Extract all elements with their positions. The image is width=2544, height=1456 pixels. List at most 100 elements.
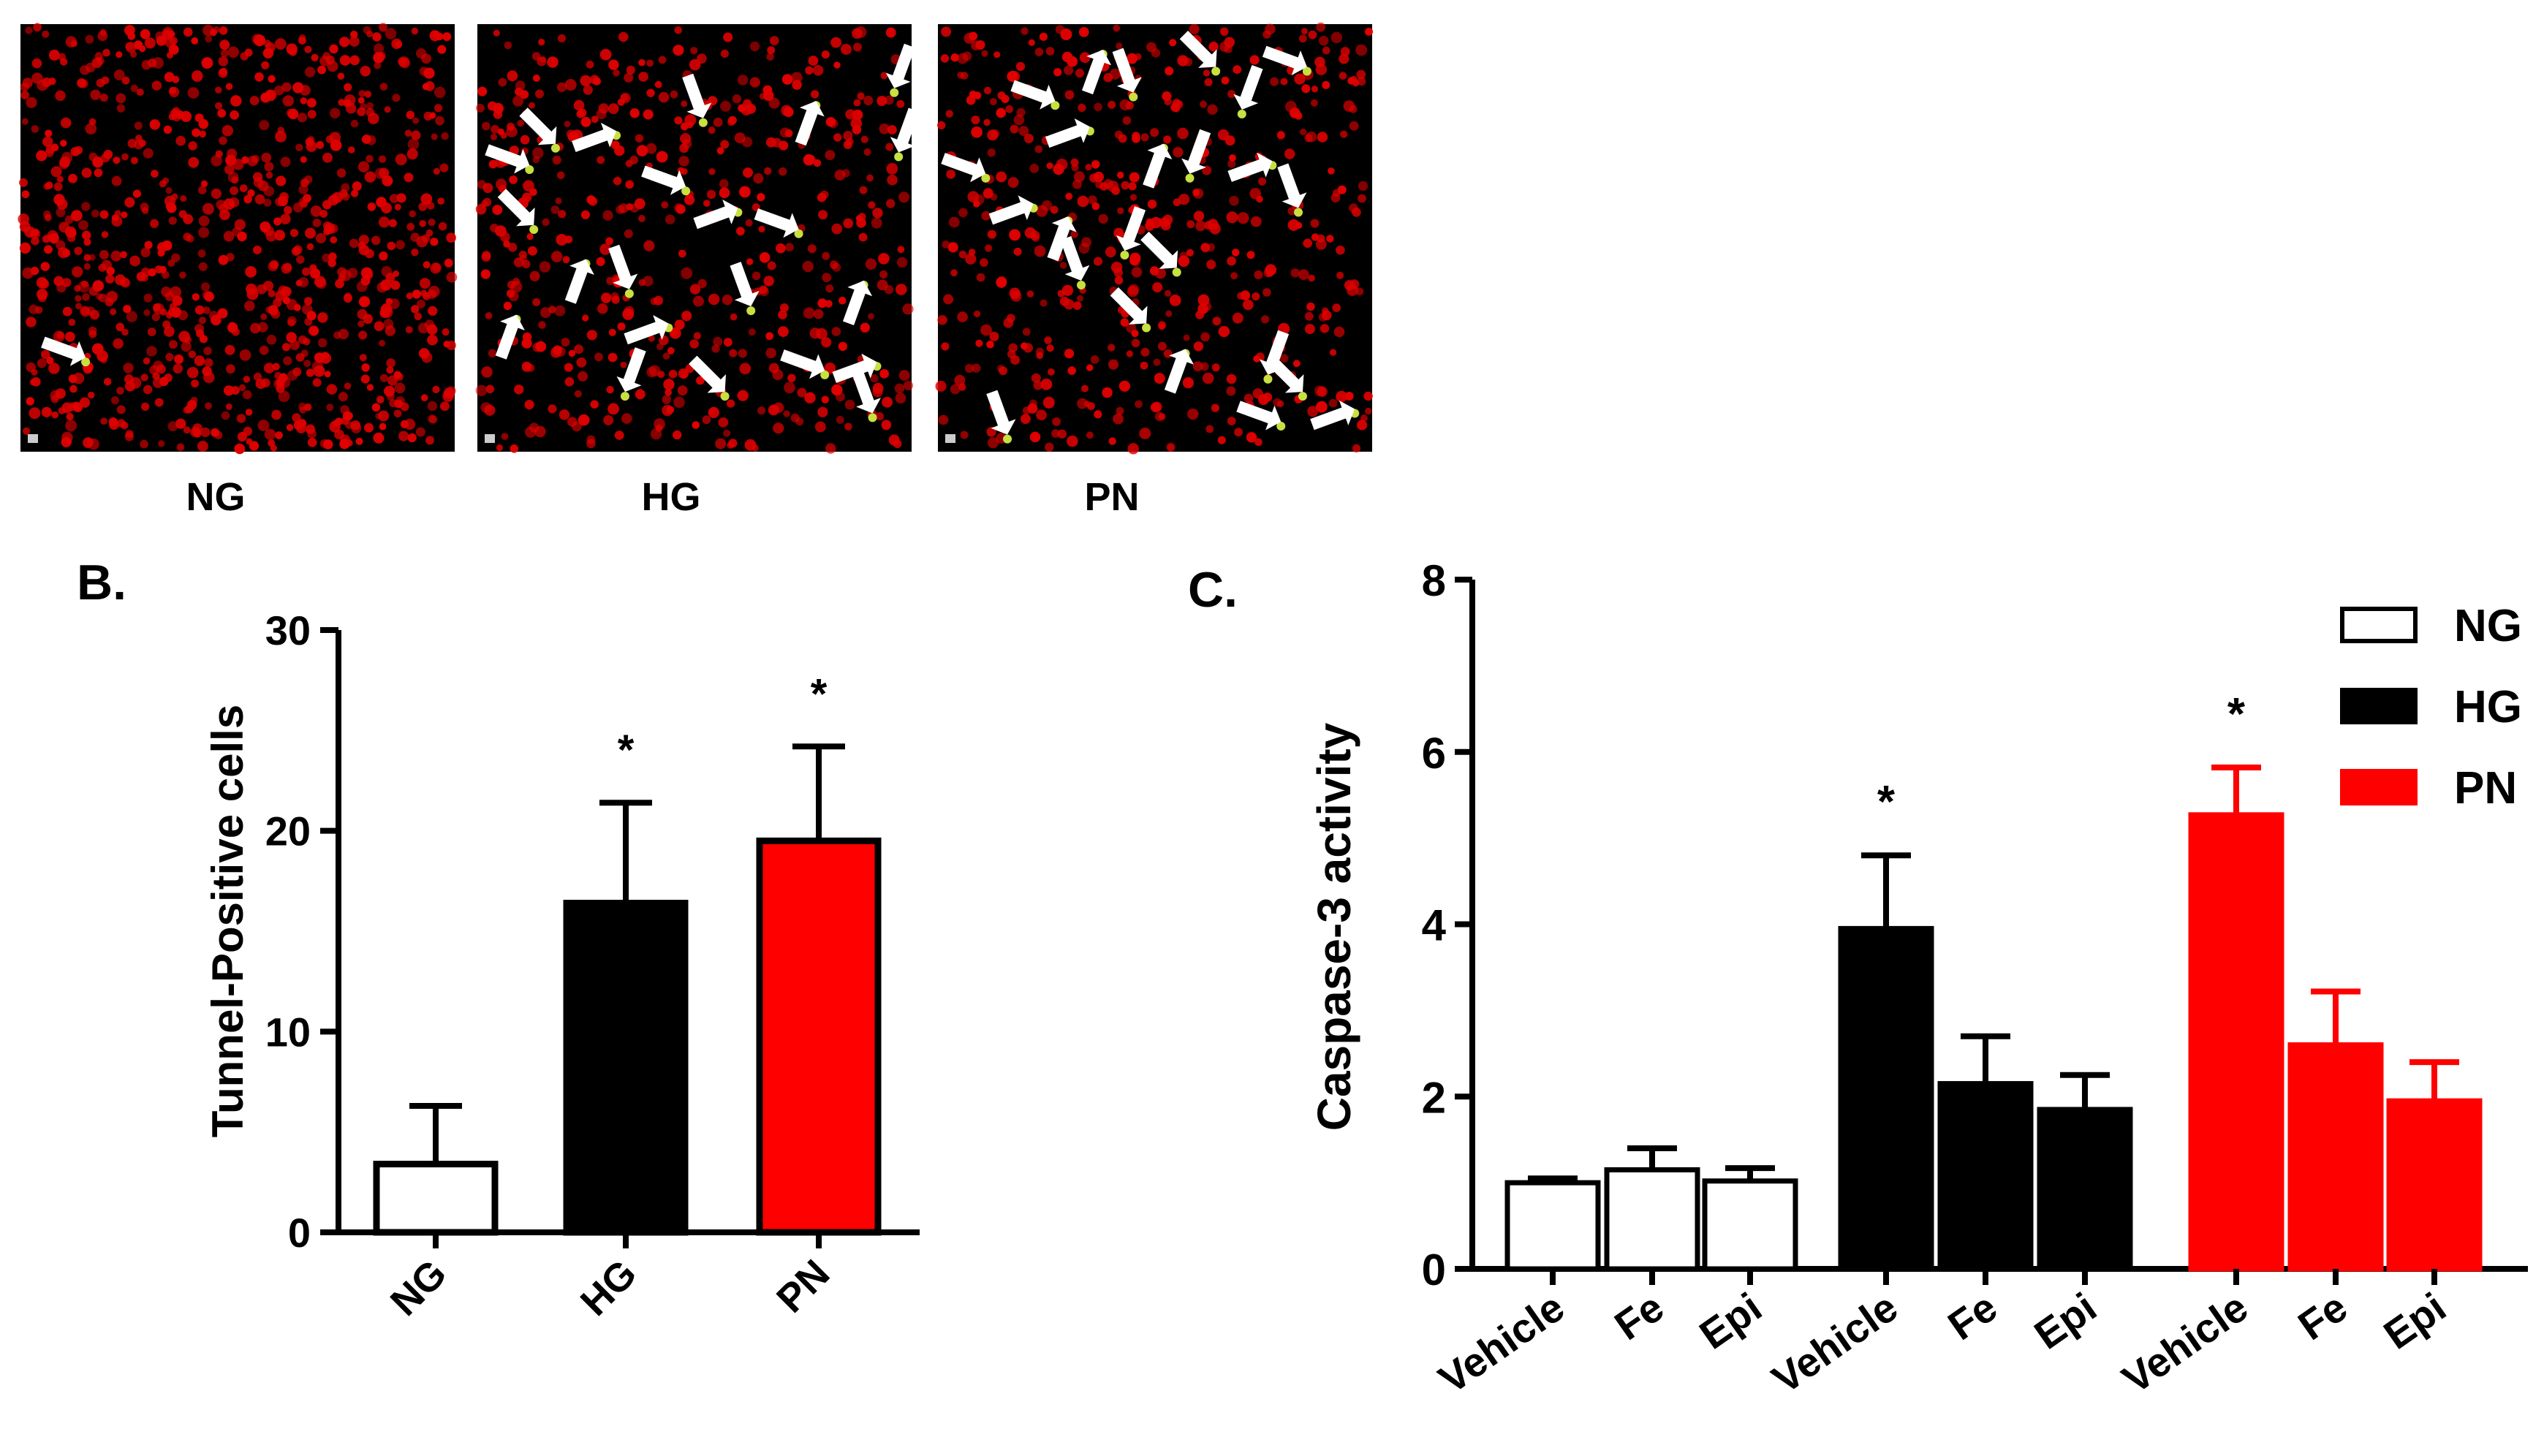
nucleus xyxy=(957,72,964,79)
nucleus xyxy=(411,305,420,314)
nucleus xyxy=(148,58,157,68)
nucleus xyxy=(629,203,640,213)
nucleus xyxy=(518,250,527,259)
nucleus xyxy=(708,406,719,419)
nucleus xyxy=(192,128,201,137)
nucleus xyxy=(268,75,276,83)
nucleus xyxy=(1200,332,1210,342)
nucleus xyxy=(938,414,949,425)
nucleus xyxy=(885,27,896,38)
nucleus xyxy=(825,150,836,161)
nucleus xyxy=(1317,386,1328,397)
tunel-positive-cell xyxy=(681,186,691,196)
nucleus xyxy=(302,304,313,315)
nucleus xyxy=(44,245,53,254)
nucleus xyxy=(723,338,732,347)
nucleus xyxy=(702,415,711,425)
nucleus xyxy=(1128,182,1137,191)
tunel-positive-cell xyxy=(529,224,539,234)
arrow-icon xyxy=(832,353,877,383)
nucleus xyxy=(762,90,774,101)
panel-c-label: C. xyxy=(1188,562,1238,618)
nucleus xyxy=(1311,86,1318,93)
nucleus xyxy=(958,208,968,218)
nucleus xyxy=(580,210,591,219)
nucleus xyxy=(157,249,165,257)
arrow-shape xyxy=(497,189,535,227)
nucleus xyxy=(432,31,440,39)
nucleus xyxy=(183,426,191,434)
nucleus xyxy=(1035,347,1045,357)
nucleus xyxy=(156,35,167,46)
nucleus xyxy=(164,326,175,337)
nucleus xyxy=(406,110,415,119)
nucleus xyxy=(764,167,772,175)
nucleus xyxy=(359,354,367,362)
nucleus xyxy=(703,200,711,208)
nucleus xyxy=(720,100,731,112)
nucleus xyxy=(669,327,681,339)
nucleus xyxy=(124,432,135,441)
nucleus xyxy=(94,168,103,178)
nucleus xyxy=(887,174,898,186)
nucleus xyxy=(101,231,109,238)
nucleus xyxy=(1010,124,1019,134)
nucleus xyxy=(245,266,257,278)
arrow-icon xyxy=(1266,355,1304,393)
nucleus xyxy=(283,356,292,365)
nucleus xyxy=(763,276,774,287)
nucleus xyxy=(512,278,520,286)
nucleus xyxy=(586,435,596,444)
nucleus xyxy=(527,246,537,256)
arrow-icon xyxy=(1181,129,1211,174)
arrow-icon xyxy=(641,165,686,195)
nucleus xyxy=(689,58,701,71)
nucleus xyxy=(728,115,737,125)
nucleus xyxy=(419,67,429,76)
nucleus xyxy=(209,29,217,37)
nucleus xyxy=(129,50,137,58)
nucleus xyxy=(328,194,339,206)
nucleus xyxy=(394,203,401,211)
nucleus xyxy=(1316,22,1326,32)
nucleus xyxy=(1227,256,1236,266)
nucleus xyxy=(596,257,605,266)
nucleus xyxy=(274,86,284,96)
nucleus xyxy=(776,243,786,254)
nucleus xyxy=(31,125,39,133)
nucleus xyxy=(678,156,689,167)
nucleus xyxy=(830,37,841,48)
nucleus xyxy=(1052,417,1061,426)
nucleus xyxy=(99,250,109,259)
nucleus xyxy=(322,152,333,163)
nucleus xyxy=(1029,164,1040,173)
nucleus xyxy=(60,117,72,129)
nucleus xyxy=(289,229,299,238)
nucleus xyxy=(983,86,992,95)
nucleus xyxy=(1089,173,1099,183)
nucleus xyxy=(597,303,608,314)
arrow-shape xyxy=(1060,236,1090,281)
nucleus xyxy=(950,384,961,395)
nucleus xyxy=(366,155,374,163)
nucleus xyxy=(1230,272,1238,280)
nucleus xyxy=(278,390,290,403)
nucleus xyxy=(72,401,81,411)
nucleus xyxy=(277,126,285,134)
nucleus xyxy=(772,137,782,148)
nucleus xyxy=(208,311,219,321)
nucleus xyxy=(1015,61,1026,72)
nucleus xyxy=(121,153,129,161)
nucleus xyxy=(638,58,646,67)
nucleus xyxy=(292,413,301,422)
nucleus xyxy=(752,271,761,281)
nucleus xyxy=(226,253,235,262)
nucleus xyxy=(886,163,898,175)
nucleus xyxy=(110,396,119,405)
nucleus xyxy=(716,147,724,155)
nucleus xyxy=(344,382,352,390)
nucleus xyxy=(35,306,43,314)
nucleus xyxy=(430,238,439,246)
nucleus xyxy=(379,23,387,32)
nucleus xyxy=(407,433,417,443)
